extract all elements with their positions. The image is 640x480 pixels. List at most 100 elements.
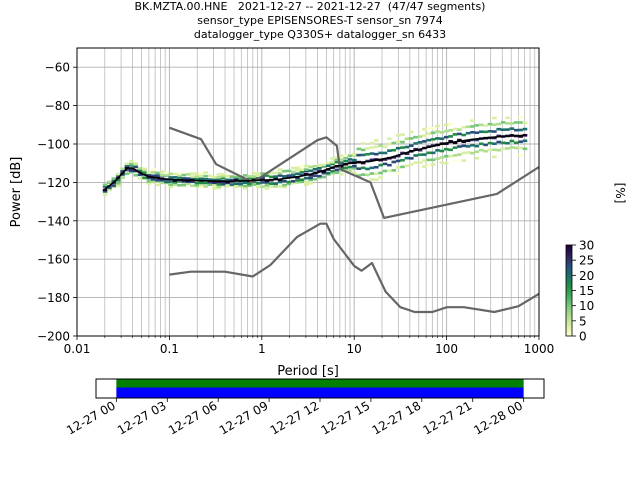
ppsd-cell (177, 172, 182, 175)
ppsd-cell (400, 151, 405, 155)
ppsd-cell (430, 151, 436, 155)
ppsd-cell (470, 130, 475, 134)
ppsd-cell (177, 179, 182, 183)
ppsd-cell (457, 128, 462, 131)
ppsd-cell (518, 146, 523, 150)
ppsd-cell (492, 123, 497, 127)
ppsd-cell (505, 141, 510, 145)
ppsd-cell (242, 181, 248, 184)
ppsd-cell (264, 187, 270, 190)
ppsd-cell (500, 147, 506, 150)
ppsd-cell (343, 156, 348, 159)
ppsd-cell (133, 173, 139, 177)
ppsd-cell (159, 170, 165, 173)
ppsd-cell (422, 127, 427, 131)
ppsd-cell (269, 175, 274, 179)
ppsd-cell (299, 170, 305, 174)
ppsd-cell (304, 180, 309, 184)
ppsd-cell (470, 125, 475, 128)
ppsd-cell (457, 153, 462, 156)
ppsd-cell (155, 180, 160, 183)
ppsd-cell (308, 178, 313, 182)
ppsd-cell (435, 149, 440, 152)
ppsd-cell (448, 129, 453, 132)
y-tick-label: −180 (37, 291, 70, 305)
ppsd-cell (356, 147, 362, 151)
ppsd-cell (168, 183, 174, 186)
ppsd-cell (321, 170, 327, 173)
ppsd-cell (234, 182, 239, 186)
colorbar-gradient (565, 244, 573, 337)
ppsd-cell (400, 158, 405, 162)
ppsd-cell (496, 148, 502, 152)
x-tick-label: 0.01 (64, 342, 91, 356)
ppsd-cell (247, 175, 252, 178)
ppsd-cell (102, 183, 108, 187)
plot-frame (76, 47, 540, 337)
ppsd-cell (426, 151, 432, 155)
ppsd-cell (146, 182, 152, 185)
ppsd-cell (452, 154, 458, 157)
ppsd-cell (282, 183, 287, 187)
ppsd-cell (102, 190, 108, 193)
ppsd-cell (369, 166, 375, 170)
ppsd-cell (295, 179, 300, 182)
ppsd-cell (203, 185, 209, 188)
ppsd-cell (115, 181, 121, 185)
mode-line (104, 134, 525, 190)
plot-grid (76, 48, 539, 337)
x-tick-label: 1000 (524, 342, 555, 356)
ppsd-cell (199, 172, 204, 175)
x-tick-label: 100 (435, 342, 458, 356)
ppsd-cell (365, 173, 370, 177)
ppsd-cell (312, 167, 318, 171)
ppsd-cell (360, 142, 366, 145)
ppsd-cell (102, 185, 108, 188)
ppsd-cell (190, 180, 195, 184)
ppsd-cell (273, 182, 278, 185)
ppsd-cell (496, 122, 502, 126)
ppsd-cell (426, 126, 432, 130)
coverage-bar-blue (116, 387, 524, 398)
ppsd-cell (413, 161, 418, 164)
ppsd-cell (404, 164, 410, 168)
ppsd-cell (448, 122, 453, 126)
ppsd-cell (404, 156, 410, 160)
ppsd-cell (220, 176, 226, 180)
ppsd-cell (483, 143, 488, 147)
ppsd-histogram (102, 115, 528, 196)
ppsd-cell (304, 168, 309, 171)
ppsd-cell (286, 169, 292, 173)
ppsd-cell (439, 161, 445, 164)
ppsd-cell (382, 169, 388, 173)
ppsd-cell (185, 173, 191, 176)
ppsd-cell (264, 174, 270, 177)
timeline-tick-label: 12-27 06 (166, 398, 220, 437)
ppsd-cell (133, 165, 139, 169)
ppsd-cell (220, 175, 226, 178)
ppsd-cell (304, 169, 309, 173)
ppsd-cell (400, 133, 405, 136)
ppsd-cell (500, 128, 506, 131)
ppsd-cell (124, 162, 130, 166)
ppsd-cell (382, 158, 388, 161)
ppsd-cell (470, 119, 475, 123)
ppsd-cell (413, 154, 418, 157)
ppsd-cell (282, 179, 287, 183)
ppsd-cell (356, 167, 362, 170)
ppsd-cell (461, 125, 467, 129)
ppsd-cell (111, 178, 117, 182)
ppsd-cell (317, 169, 322, 173)
ppsd-cell (150, 168, 156, 171)
ppsd-cell (426, 163, 432, 167)
ppsd-cell (413, 147, 418, 151)
ppsd-cell (430, 126, 436, 130)
ppsd-cell (264, 181, 270, 184)
ppsd-cell (352, 158, 357, 162)
ppsd-cell (177, 183, 182, 187)
ppsd-cell (513, 128, 519, 132)
ppsd-cell (150, 178, 156, 181)
ppsd-cell (417, 140, 423, 144)
ppsd-cell (369, 158, 375, 162)
ppsd-cell (290, 173, 296, 177)
